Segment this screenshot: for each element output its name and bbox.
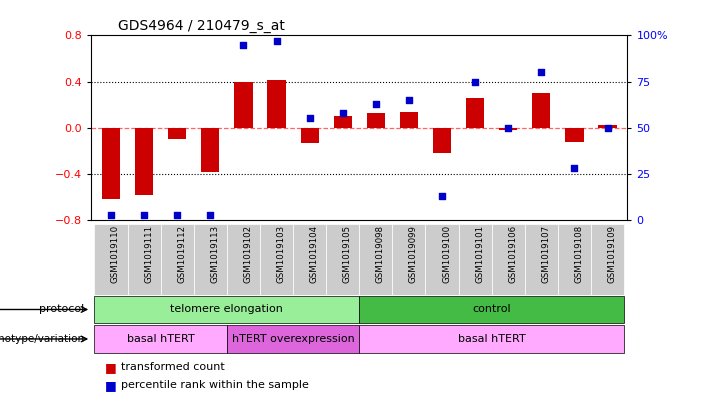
- Text: GSM1019098: GSM1019098: [376, 225, 385, 283]
- Point: [271, 38, 282, 44]
- Bar: [393, 224, 426, 295]
- Point: [503, 125, 514, 131]
- Bar: [95, 325, 227, 353]
- Text: GSM1019104: GSM1019104: [310, 225, 319, 283]
- Bar: [400, 112, 418, 128]
- Text: basal hTERT: basal hTERT: [458, 334, 526, 344]
- Text: GSM1019103: GSM1019103: [276, 225, 285, 283]
- Text: hTERT overexpression: hTERT overexpression: [232, 334, 355, 344]
- Text: GSM1019110: GSM1019110: [111, 225, 120, 283]
- Text: basal hTERT: basal hTERT: [127, 334, 194, 344]
- Bar: [433, 128, 451, 153]
- Bar: [466, 98, 484, 128]
- Text: GSM1019109: GSM1019109: [608, 225, 617, 283]
- Text: GSM1019106: GSM1019106: [508, 225, 517, 283]
- Bar: [591, 224, 624, 295]
- Text: GSM1019100: GSM1019100: [442, 225, 451, 283]
- Bar: [532, 93, 550, 128]
- Bar: [227, 224, 260, 295]
- Bar: [525, 224, 558, 295]
- Text: GSM1019105: GSM1019105: [343, 225, 352, 283]
- Bar: [360, 296, 624, 323]
- Bar: [260, 224, 293, 295]
- Bar: [95, 296, 360, 323]
- Bar: [95, 224, 128, 295]
- Point: [238, 41, 249, 48]
- Text: percentile rank within the sample: percentile rank within the sample: [121, 380, 308, 390]
- Point: [536, 69, 547, 75]
- Text: GSM1019099: GSM1019099: [409, 225, 418, 283]
- Bar: [326, 224, 360, 295]
- Bar: [193, 224, 227, 295]
- Text: GSM1019108: GSM1019108: [574, 225, 583, 283]
- Bar: [367, 113, 385, 128]
- Bar: [201, 128, 219, 172]
- Bar: [599, 125, 617, 128]
- Text: control: control: [472, 305, 511, 314]
- Point: [105, 211, 116, 218]
- Bar: [565, 128, 583, 141]
- Bar: [558, 224, 591, 295]
- Bar: [301, 128, 319, 143]
- Text: GDS4964 / 210479_s_at: GDS4964 / 210479_s_at: [118, 19, 285, 33]
- Bar: [267, 81, 285, 128]
- Point: [337, 110, 348, 116]
- Bar: [491, 224, 525, 295]
- Bar: [227, 325, 360, 353]
- Point: [205, 211, 216, 218]
- Bar: [458, 224, 491, 295]
- Point: [304, 116, 315, 122]
- Text: protocol: protocol: [39, 305, 84, 314]
- Text: GSM1019111: GSM1019111: [144, 225, 153, 283]
- Bar: [426, 224, 458, 295]
- Text: genotype/variation: genotype/variation: [0, 334, 84, 344]
- Text: ■: ■: [105, 378, 117, 392]
- Text: telomere elongation: telomere elongation: [170, 305, 283, 314]
- Bar: [102, 128, 120, 199]
- Text: transformed count: transformed count: [121, 362, 224, 373]
- Bar: [128, 224, 161, 295]
- Text: GSM1019102: GSM1019102: [243, 225, 252, 283]
- Bar: [499, 128, 517, 130]
- Bar: [135, 128, 154, 195]
- Point: [437, 193, 448, 199]
- Text: GSM1019101: GSM1019101: [475, 225, 484, 283]
- Text: GSM1019113: GSM1019113: [210, 225, 219, 283]
- Bar: [168, 128, 186, 139]
- Text: GSM1019112: GSM1019112: [177, 225, 186, 283]
- Bar: [360, 325, 624, 353]
- Text: GSM1019107: GSM1019107: [541, 225, 550, 283]
- Bar: [360, 224, 393, 295]
- Point: [403, 97, 414, 103]
- Bar: [293, 224, 326, 295]
- Bar: [161, 224, 193, 295]
- Point: [569, 165, 580, 171]
- Text: ■: ■: [105, 361, 117, 374]
- Point: [470, 79, 481, 85]
- Point: [370, 101, 381, 107]
- Bar: [334, 116, 352, 128]
- Point: [139, 211, 150, 218]
- Point: [172, 211, 183, 218]
- Bar: [234, 82, 252, 128]
- Point: [602, 125, 613, 131]
